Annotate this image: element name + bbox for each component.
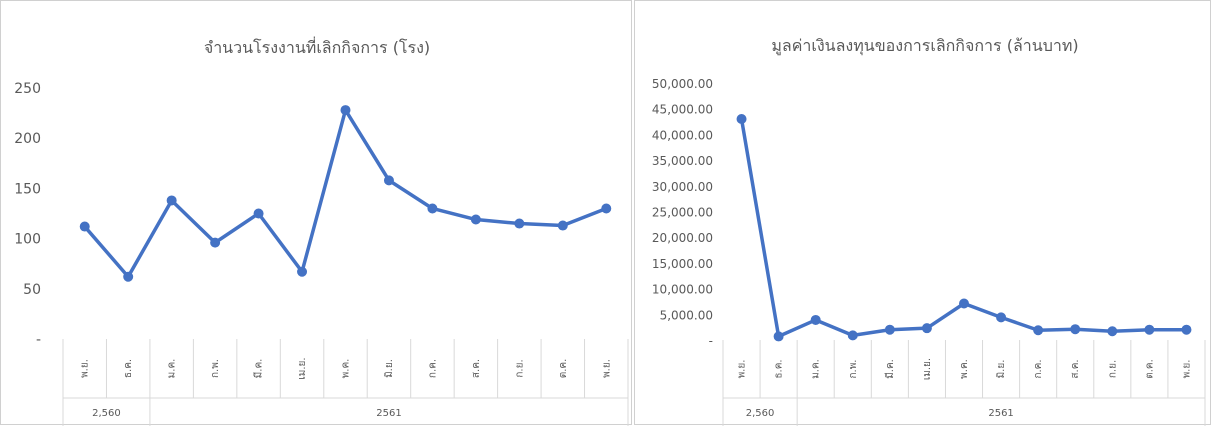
data-point [1070,324,1081,335]
y-tick-label: 50,000.00 [652,77,713,91]
x-tick-label: ก.ย. [514,359,525,377]
x-tick-label: ส.ค. [1070,359,1081,378]
chart-investment-value: มูลค่าเงินลงทุนของการเลิกกิจการ (ล้านบาท… [652,36,1206,426]
x-tick-label: มี.ค. [253,359,265,379]
y-tick-label: 5,000.00 [660,308,713,322]
data-point [810,314,821,325]
x-group-label: 2,560 [92,408,121,419]
x-tick-label: มี.ค. [884,359,896,379]
data-point [921,323,932,334]
data-point [847,330,858,341]
data-point [253,208,264,219]
x-tick-label: ก.พ. [210,359,221,378]
x-tick-label: ธ.ค. [123,359,134,378]
chart-title: มูลค่าเงินลงทุนของการเลิกกิจการ (ล้านบาท… [771,36,1078,56]
data-point [427,203,438,214]
x-tick-label: เม.ย. [297,357,308,379]
data-point [1181,324,1192,335]
y-tick-label: 50 [23,282,41,298]
y-tick-label: - [709,334,713,348]
x-tick-label: ม.ค. [811,359,822,379]
x-tick-label: ต.ค. [1144,359,1155,379]
data-point [514,218,525,229]
y-tick-label: 25,000.00 [652,206,713,220]
data-point [959,298,969,309]
data-point [470,214,481,225]
chart-title: จำนวนโรงงานที่เลิกกิจการ (โรง) [204,36,430,57]
x-tick-label: พ.ย. [601,359,612,378]
x-tick-label: พ.ค. [341,359,352,379]
y-tick-label: 35,000.00 [652,154,713,168]
chart-factories-closed: จำนวนโรงงานที่เลิกกิจการ (โรง) - 50 100 150… [14,36,629,426]
x-tick-label: ก.พ. [848,359,859,378]
y-tick-label: 15,000.00 [652,257,713,271]
y-tick-label: 200 [14,131,41,147]
x-tick-label: มิ.ย. [996,360,1007,379]
x-tick-label: ก.ค. [1033,359,1044,378]
y-tick-label: 100 [14,232,41,248]
y-tick-label: 150 [14,181,41,197]
data-point [996,312,1007,323]
x-tick-label: พ.ย. [737,360,748,379]
y-tick-label: 45,000.00 [652,103,713,117]
y-tick-label: 250 [14,81,41,97]
data-point [340,105,351,116]
data-point [79,221,90,232]
y-tick-label: 40,000.00 [652,128,713,142]
data-point [210,237,221,248]
data-point [773,331,784,342]
y-tick-label: - [36,332,41,348]
x-tick-label: พ.ย. [80,359,91,378]
data-point [601,203,612,214]
y-tick-label: 10,000.00 [652,283,713,297]
chart-panel-factories-closed: จำนวนโรงงานที่เลิกกิจการ (โรง) - 50 100 150… [0,0,632,426]
x-tick-label: เม.ย. [922,358,933,380]
y-tick-label: 20,000.00 [652,231,713,245]
x-group-label: 2561 [988,408,1013,419]
x-tick-label: ก.ค. [427,359,438,378]
x-tick-label: ส.ค. [471,359,482,378]
x-tick-label: ต.ค. [558,359,569,379]
data-point [736,113,747,124]
y-tick-label: 30,000.00 [652,180,713,194]
x-tick-label: ม.ค. [167,359,178,379]
data-point [123,271,134,282]
series-line [82,108,609,279]
x-tick-label: ธ.ค. [774,359,785,378]
chart-panel-investment-value: มูลค่าเงินลงทุนของการเลิกกิจการ (ล้านบาท… [634,0,1211,426]
data-point [297,266,308,277]
x-tick-label: พ.ย. [1181,360,1192,379]
data-point [1144,324,1155,335]
x-group-label: 2,560 [746,408,775,419]
x-tick-label: พ.ค. [959,359,970,379]
data-point [1107,326,1118,337]
x-group-label: 2561 [376,408,401,419]
data-point [884,324,895,335]
x-tick-label: มิ.ย. [384,359,395,378]
data-point [166,195,177,206]
data-point [383,175,394,186]
x-tick-label: ก.ย. [1107,360,1118,378]
data-point [557,220,568,231]
data-point [1033,325,1044,336]
